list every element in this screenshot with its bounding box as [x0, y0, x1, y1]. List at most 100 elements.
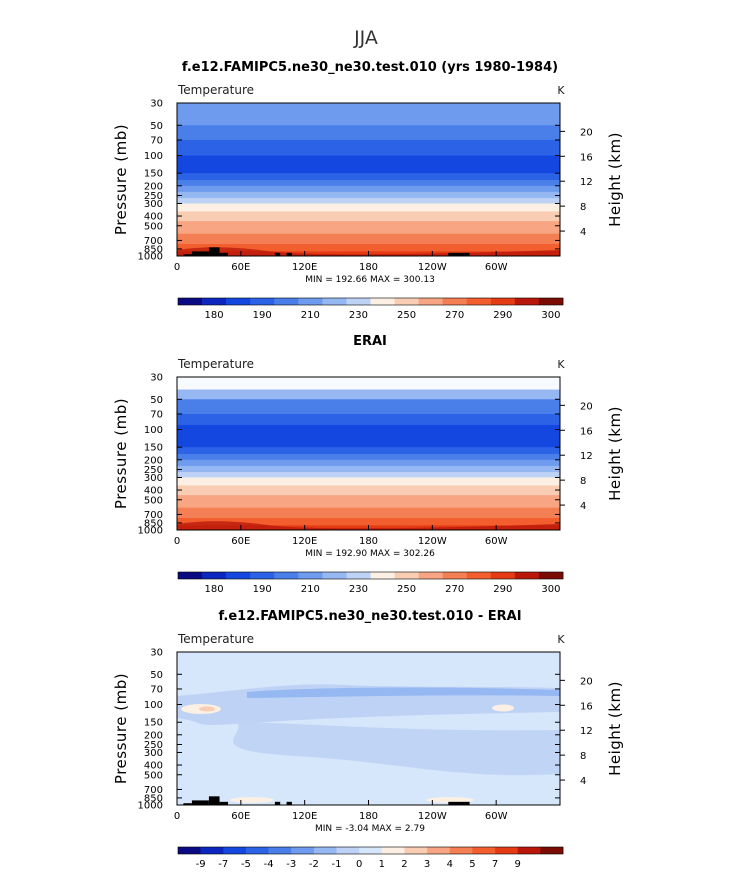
topography [183, 803, 192, 805]
x-tick-label: 60E [231, 262, 250, 273]
colorbar-swatch [359, 847, 383, 854]
units-label: K [557, 358, 565, 371]
field-band [177, 211, 560, 222]
p-tick-label: 500 [144, 770, 163, 781]
x-tick-label: 60W [485, 536, 508, 547]
colorbar-swatch [250, 572, 275, 579]
field-band [177, 447, 560, 455]
p-tick-label: 100 [144, 425, 163, 436]
positive-core [199, 706, 215, 712]
x-tick-label: 0 [174, 262, 180, 273]
colorbar-label: 2 [401, 859, 407, 870]
colorbar-swatch [226, 572, 251, 579]
field-band [177, 203, 560, 212]
height-tick-label: 12 [580, 726, 593, 737]
colorbar-swatch [514, 298, 540, 305]
x-tick-label: 120W [418, 811, 447, 822]
p-tick-label: 200 [144, 730, 163, 741]
colorbar-label: -2 [309, 859, 319, 870]
page-title: JJA [353, 27, 378, 49]
field-band [177, 155, 560, 174]
field-band [177, 139, 560, 157]
colorbar-swatch [298, 298, 323, 305]
colorbar-label: 180 [205, 584, 224, 595]
topography [191, 800, 209, 805]
height-tick-label: 16 [580, 426, 593, 437]
p-tick-label: 200 [144, 455, 163, 466]
colorbar-label: 250 [397, 584, 416, 595]
p-tick-label: 100 [144, 700, 163, 711]
p-tick-label: 150 [144, 443, 163, 454]
variable-label: Temperature [177, 83, 254, 97]
y-axis-title: Pressure (mb) [112, 124, 130, 235]
field-band [177, 185, 560, 193]
colorbar-frame [177, 297, 564, 306]
height-tick-label: 4 [580, 776, 586, 787]
colorbar-label: 1 [379, 859, 385, 870]
p-tick-label: 70 [150, 135, 163, 146]
colorbar-frame [177, 571, 564, 580]
topography [183, 254, 192, 256]
field-band [177, 465, 560, 473]
field-band [177, 472, 560, 478]
colorbar-swatch [268, 847, 292, 854]
height-tick-label: 8 [580, 751, 586, 762]
colorbar-swatch [178, 572, 203, 579]
colorbar-label: -4 [264, 859, 274, 870]
colorbar-label: 230 [349, 310, 368, 321]
x-tick-label: 180 [359, 811, 378, 822]
colorbar-swatch [274, 298, 299, 305]
colorbar-swatch [202, 298, 227, 305]
field-model [177, 103, 560, 256]
topography [448, 252, 470, 256]
p-tick-label: 200 [144, 181, 163, 192]
colorbar-label: 210 [301, 584, 320, 595]
p-tick-label: 300 [144, 473, 163, 484]
p-tick-label: 250 [144, 465, 163, 476]
colorbar-swatch [274, 572, 299, 579]
p-tick-label: 500 [144, 495, 163, 506]
colorbar-label: 270 [445, 310, 464, 321]
field-band [177, 191, 560, 199]
field-band [177, 424, 560, 448]
colorbar-swatch [202, 572, 227, 579]
topography [448, 801, 470, 805]
colorbar-label: 0 [356, 859, 362, 870]
p-tick-label: 700 [144, 236, 163, 247]
p-tick-label: 30 [150, 648, 163, 659]
positive-region [492, 704, 514, 712]
height-tick-label: 4 [580, 501, 586, 512]
p-tick-label: 1000 [138, 801, 163, 812]
colorbar-swatch [540, 847, 564, 854]
colorbar-label: -5 [241, 859, 251, 870]
min-max-stats: MIN = -3.04 MAX = 2.79 [315, 824, 425, 834]
colorbar-label: 300 [541, 310, 560, 321]
colorbar-swatch [291, 847, 315, 854]
colorbar-swatch [346, 572, 371, 579]
p-tick-label: 300 [144, 748, 163, 759]
field-band [177, 377, 560, 391]
field-band [177, 507, 560, 519]
colorbar-label: 290 [493, 310, 512, 321]
topography [286, 801, 292, 805]
colorbar-swatch [322, 572, 347, 579]
topography [208, 247, 220, 256]
colorbar-swatch [404, 847, 428, 854]
field-band [177, 399, 560, 415]
height-tick-label: 8 [580, 476, 586, 487]
x-tick-label: 60W [485, 262, 508, 273]
p-tick-label: 300 [144, 199, 163, 210]
colorbar-swatch [442, 572, 468, 579]
p-tick-label: 700 [144, 510, 163, 521]
field-band [177, 459, 560, 467]
height-tick-label: 4 [580, 227, 586, 238]
colorbar-label: 300 [541, 584, 560, 595]
x-tick-label: 0 [174, 536, 180, 547]
colorbar-swatch [538, 298, 564, 305]
colorbar-swatch [466, 572, 492, 579]
field-band [177, 389, 560, 400]
topography [208, 796, 220, 805]
p-tick-label: 400 [144, 486, 163, 497]
colorbar-label: 270 [445, 584, 464, 595]
